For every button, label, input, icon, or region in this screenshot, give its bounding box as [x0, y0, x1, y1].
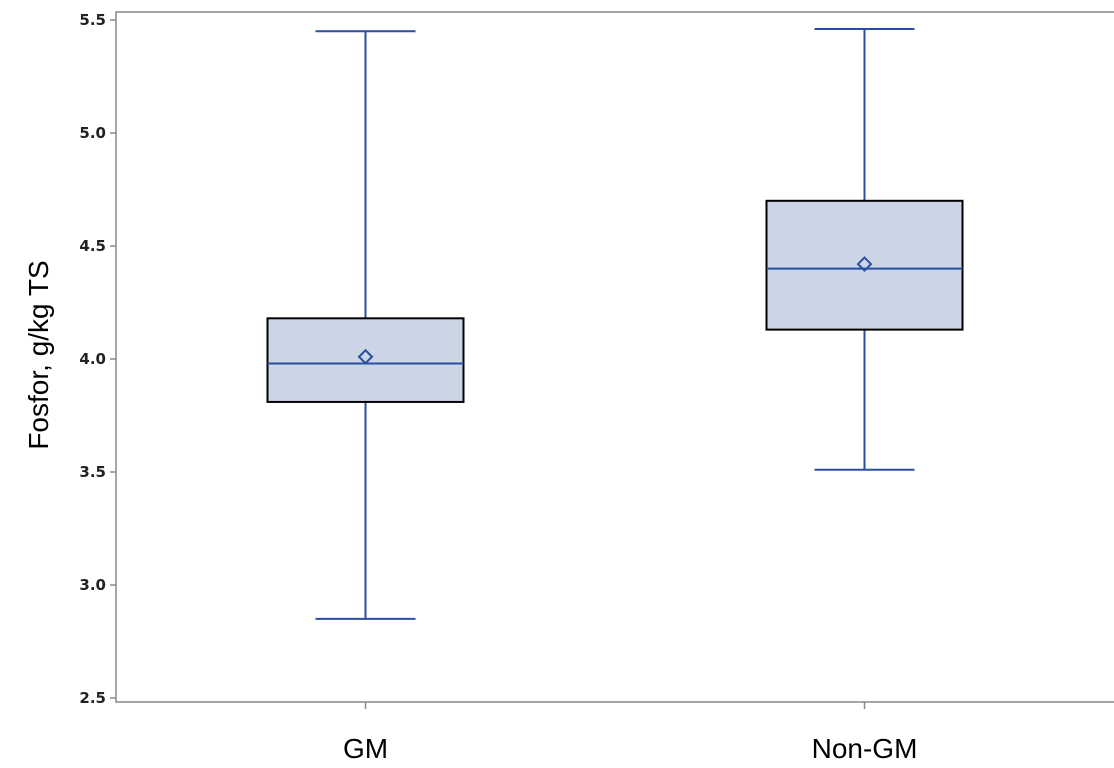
plot-border [115, 11, 1114, 703]
y-tick-label: 4.5 [79, 237, 106, 255]
y-tick-label: 5.5 [79, 11, 106, 29]
box-gm [266, 30, 465, 620]
mean-marker [856, 256, 873, 272]
y-tick-label: 3.0 [79, 576, 106, 594]
iqr-box [266, 317, 465, 403]
y-axis-title: Fosfor, g/kg TS [23, 260, 54, 449]
box-non-gm [765, 28, 964, 471]
mean-marker [357, 348, 374, 365]
y-tick-label: 4.0 [79, 350, 106, 368]
y-axis: 2.5 3.0 3.5 4.0 4.5 5.0 5.5 [79, 11, 116, 707]
iqr-box [765, 199, 964, 331]
x-tick-label: GM [343, 733, 388, 764]
x-tick-label: Non-GM [812, 733, 918, 764]
y-tick-label: 3.5 [79, 463, 106, 481]
x-axis: GM Non-GM [343, 702, 917, 764]
y-tick-label: 2.5 [79, 689, 106, 707]
plot-frame [115, 11, 1114, 703]
boxes [266, 28, 964, 620]
y-tick-label: 5.0 [79, 124, 106, 142]
